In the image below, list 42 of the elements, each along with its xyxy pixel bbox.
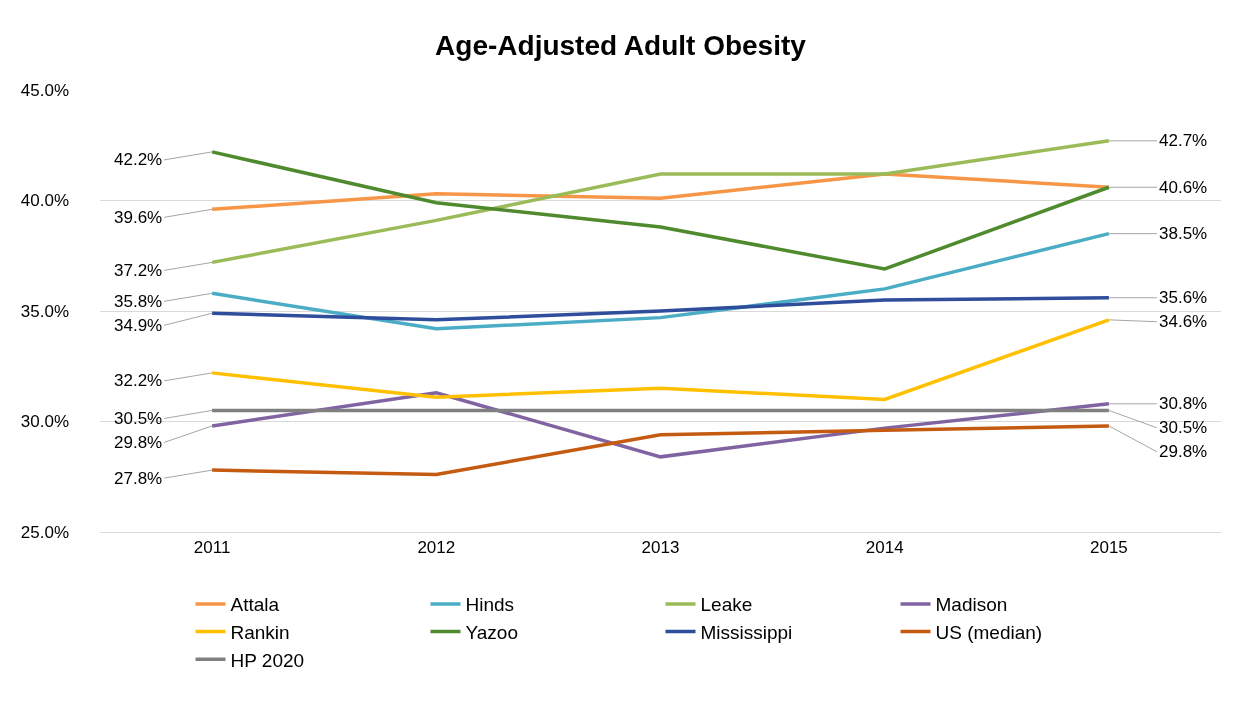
data-label: 27.8% — [114, 469, 163, 488]
legend-label: Leake — [700, 594, 753, 616]
data-label: 38.5% — [1159, 224, 1208, 243]
data-label: 37.2% — [114, 261, 163, 280]
legend-label: HP 2020 — [230, 649, 305, 671]
data-label: 35.6% — [1159, 288, 1208, 307]
legend-label: Madison — [935, 594, 1008, 616]
legend-label: Rankin — [230, 622, 290, 643]
data-label: 32.2% — [114, 371, 163, 390]
legend-label: Hinds — [465, 594, 515, 616]
legend-label: Yazoo — [465, 622, 518, 643]
y-tick-label: 30.0% — [20, 412, 69, 432]
line-series — [210, 318, 1111, 402]
y-tick-label: 35.0% — [20, 301, 69, 321]
data-label: 39.6% — [114, 208, 163, 227]
data-label: 29.8% — [114, 433, 163, 452]
y-tick-label: 40.0% — [20, 191, 69, 211]
legend-label: Attala — [230, 594, 280, 616]
x-tick-label: 2011 — [193, 538, 231, 558]
x-tick-label: 2014 — [865, 538, 904, 558]
y-tick-label: 25.0% — [20, 522, 69, 542]
data-label: 34.6% — [1159, 312, 1208, 331]
data-label: 42.2% — [114, 150, 163, 169]
data-label: 42.7% — [1159, 131, 1208, 150]
line-series — [210, 295, 1111, 322]
line-series — [210, 424, 1111, 477]
legend-label: US (median) — [935, 622, 1043, 643]
data-label: 34.9% — [114, 316, 163, 335]
chart-title: Age-Adjusted Adult Obesity — [435, 29, 807, 61]
y-tick-label: 45.0% — [20, 80, 69, 100]
x-tick-label: 2013 — [641, 538, 680, 558]
line-series — [210, 172, 1111, 212]
data-label: 30.5% — [1159, 418, 1208, 437]
legend-label: Mississippi — [700, 622, 793, 643]
data-label: 30.8% — [1159, 394, 1208, 413]
x-tick-label: 2012 — [417, 538, 456, 558]
x-tick-label: 2015 — [1089, 538, 1128, 558]
data-label: 40.6% — [1159, 178, 1208, 197]
data-label: 29.8% — [1159, 442, 1208, 461]
data-label: 30.5% — [114, 409, 163, 428]
line-series — [210, 231, 1111, 331]
data-label: 35.8% — [114, 292, 163, 311]
